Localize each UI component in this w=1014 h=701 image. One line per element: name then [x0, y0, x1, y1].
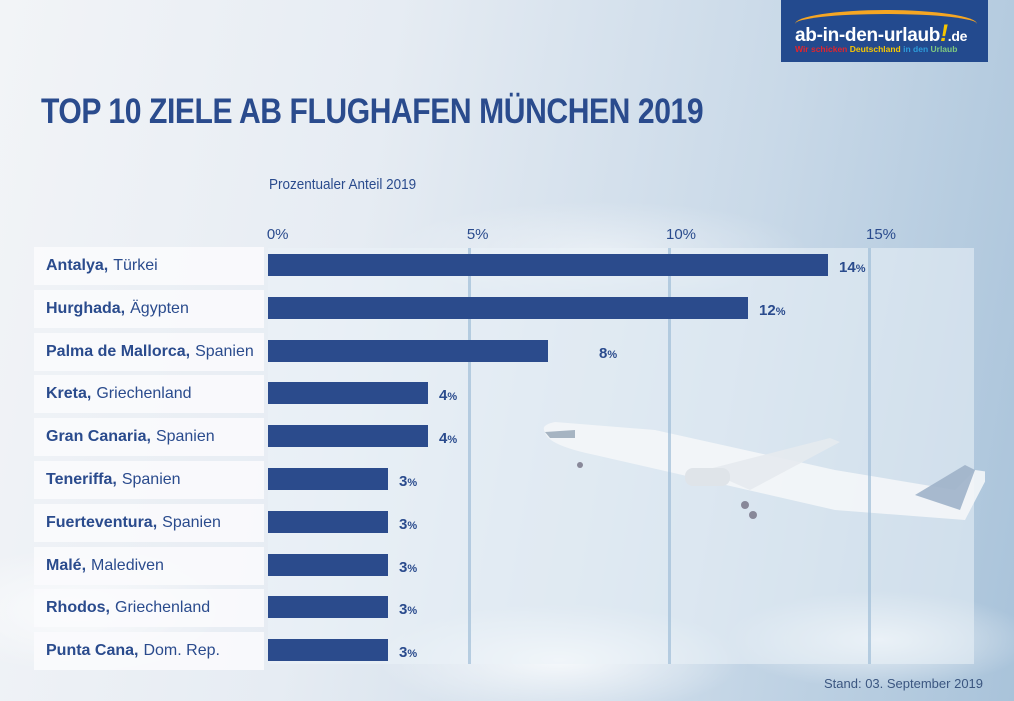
category-label: Fuerteventura, Spanien [34, 503, 264, 542]
data-label-value: 3 [399, 515, 408, 533]
date-footnote: Stand: 03. September 2019 [824, 676, 984, 691]
data-label: 3% [399, 601, 417, 618]
bar [268, 425, 428, 448]
city-name: Kreta, [46, 385, 92, 403]
country-name: Ägypten [130, 299, 189, 317]
data-label-unit: % [407, 519, 418, 532]
data-label-unit: % [407, 648, 418, 661]
gridline [468, 248, 471, 664]
city-name: Fuerteventura, [46, 513, 158, 531]
data-label: 8% [599, 345, 617, 362]
city-name: Teneriffa, [46, 471, 117, 488]
city-name: Punta Cana, [46, 642, 139, 660]
gridline [868, 248, 871, 664]
country-name: Griechenland [96, 385, 192, 403]
data-label-value: 3 [399, 473, 408, 490]
city-name: Rhodos, [46, 599, 110, 617]
country-name: Spanien [195, 342, 254, 360]
category-label: Teneriffa, Spanien [34, 461, 264, 499]
data-label: 3% [399, 473, 417, 490]
bar [268, 339, 548, 362]
airplane-image [543, 422, 985, 520]
category-label: Antalya, Türkei [34, 247, 264, 285]
x-tick-label: 10% [665, 226, 697, 243]
axis-label: Prozentualer Anteil 2019 [269, 176, 417, 193]
data-label-unit: % [407, 562, 418, 575]
country-name: Griechenland [115, 599, 211, 617]
data-label-unit: % [775, 305, 786, 318]
data-label-value: 4 [439, 430, 448, 448]
data-label-value: 14 [839, 259, 856, 276]
chart-title: TOP 10 ZIELE AB FLUGHAFEN MÜNCHEN 2019 [41, 92, 704, 131]
data-label-unit: % [607, 348, 618, 361]
data-label-value: 3 [399, 601, 408, 619]
bar [268, 296, 748, 319]
city-name: Gran Canaria, [46, 428, 151, 446]
bar [268, 254, 828, 276]
country-name: Spanien [121, 471, 181, 488]
data-label-unit: % [855, 263, 866, 275]
category-label: Rhodos, Griechenland [34, 589, 264, 628]
bar [268, 639, 388, 662]
data-label: 14% [839, 259, 865, 276]
data-label-unit: % [447, 434, 458, 447]
category-label: Malé, Malediven [34, 546, 264, 585]
category-label: Hurghada, Ägypten [34, 289, 264, 328]
data-label: 3% [399, 559, 417, 576]
country-name: Malediven [91, 556, 164, 574]
bar [268, 510, 388, 533]
bar [268, 468, 388, 490]
bar [268, 596, 388, 619]
city-name: Palma de Mallorca, [46, 342, 191, 360]
data-label-unit: % [407, 605, 418, 618]
data-label-value: 8 [599, 344, 608, 362]
city-name: Malé, [46, 556, 87, 574]
city-name: Hurghada, [46, 299, 126, 317]
logo-wordmark: ab-in-den-urlaub!.de [795, 20, 968, 47]
gridline [668, 248, 671, 664]
data-label: 3% [399, 516, 417, 533]
data-label-unit: % [407, 477, 418, 489]
data-label-unit: % [447, 391, 458, 404]
country-name: Spanien [162, 513, 221, 531]
data-label: 4% [439, 387, 457, 404]
data-label-value: 3 [399, 558, 408, 576]
brand-logo[interactable]: ab-in-den-urlaub!.de Wir schicken Deutsc… [781, 0, 988, 62]
x-tick-label: 15% [865, 226, 897, 243]
category-label: Gran Canaria, Spanien [34, 418, 264, 457]
x-tick-label: 0% [266, 226, 289, 243]
city-name: Antalya, [46, 257, 109, 274]
country-name: Spanien [155, 428, 215, 446]
data-label: 3% [399, 644, 417, 661]
logo-arc [795, 10, 977, 38]
category-label: Punta Cana, Dom. Rep. [34, 632, 264, 671]
category-label: Kreta, Griechenland [34, 375, 264, 414]
bar [268, 553, 388, 576]
data-label-value: 12 [759, 301, 776, 319]
country-name: Dom. Rep. [143, 642, 220, 660]
data-label-value: 4 [439, 387, 448, 405]
country-name: Türkei [113, 257, 158, 274]
category-label: Palma de Mallorca, Spanien [34, 332, 264, 371]
logo-tagline: Wir schicken Deutschland in den Urlaub [795, 44, 958, 54]
data-label-value: 3 [399, 644, 408, 662]
bar [268, 382, 428, 405]
data-label: 12% [759, 302, 785, 319]
x-tick-label: 5% [466, 226, 489, 243]
data-label: 4% [439, 430, 457, 447]
